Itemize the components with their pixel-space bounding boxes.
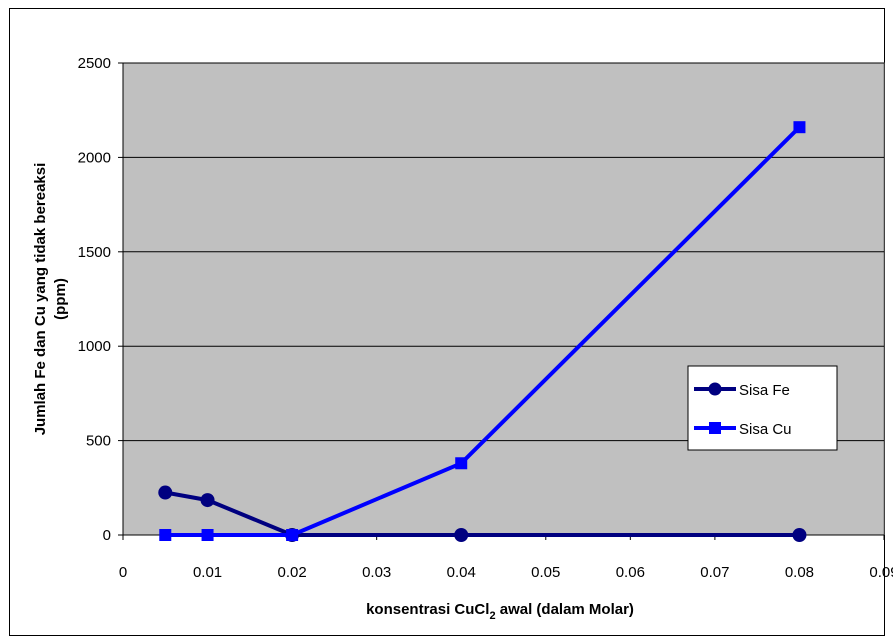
x-tick-label: 0.06 [616,564,645,581]
x-tick-label: 0.08 [785,564,814,581]
series-layer [158,121,807,542]
x-axis-title-subscript: 2 [489,610,495,622]
legend-box [687,365,838,451]
data-point-sisa-cu [159,529,172,541]
legend: Sisa Fe Sisa Cu [687,365,838,451]
x-tick-label: 0.05 [531,564,560,581]
data-point-sisa-fe [158,485,173,500]
y-axis-title-line2: (ppm) [52,278,69,320]
y-tick-label: 2500 [78,55,111,72]
x-tick-label: 0 [119,564,127,581]
data-point-sisa-cu [455,457,468,470]
y-tick-label: 2000 [78,149,111,166]
data-point-sisa-cu [793,121,806,134]
y-tick-label: 1500 [78,244,111,261]
y-tick-label: 500 [86,433,111,450]
x-axis-title-rest: awal (dalam Molar) [496,601,634,618]
data-point-sisa-cu [201,529,214,541]
legend-label-fe: Sisa Fe [739,382,790,399]
x-axis-title: konsentrasi CuCl2 awal (dalam Molar) [366,601,634,622]
y-tick-label: 1000 [78,338,111,355]
x-tick-label: 0.02 [278,564,307,581]
x-ticks: 0 0.01 0.02 0.03 0.04 0.05 0.06 0.07 0.08 0.09 [119,535,893,581]
x-tick-label: 0.04 [447,564,476,581]
x-tick-label: 0.09 [869,564,893,581]
legend-marker-cu [709,422,721,434]
plot-area [122,62,885,536]
data-point-sisa-fe [454,528,469,542]
legend-label-cu: Sisa Cu [739,421,792,438]
y-axis-title-line1: Jumlah Fe dan Cu yang tidak bereaksi [32,163,49,436]
x-tick-label: 0.03 [362,564,391,581]
legend-marker-fe [708,382,722,396]
data-point-sisa-fe [792,528,807,542]
y-tick-label: 0 [103,527,111,544]
x-axis-title-main: konsentrasi CuCl [366,601,489,618]
x-tick-label: 0.07 [700,564,729,581]
y-ticks: 0 500 1000 1500 2000 2500 [78,55,123,544]
data-point-sisa-fe [200,493,215,508]
data-point-sisa-cu [286,529,299,541]
x-tick-label: 0.01 [193,564,222,581]
